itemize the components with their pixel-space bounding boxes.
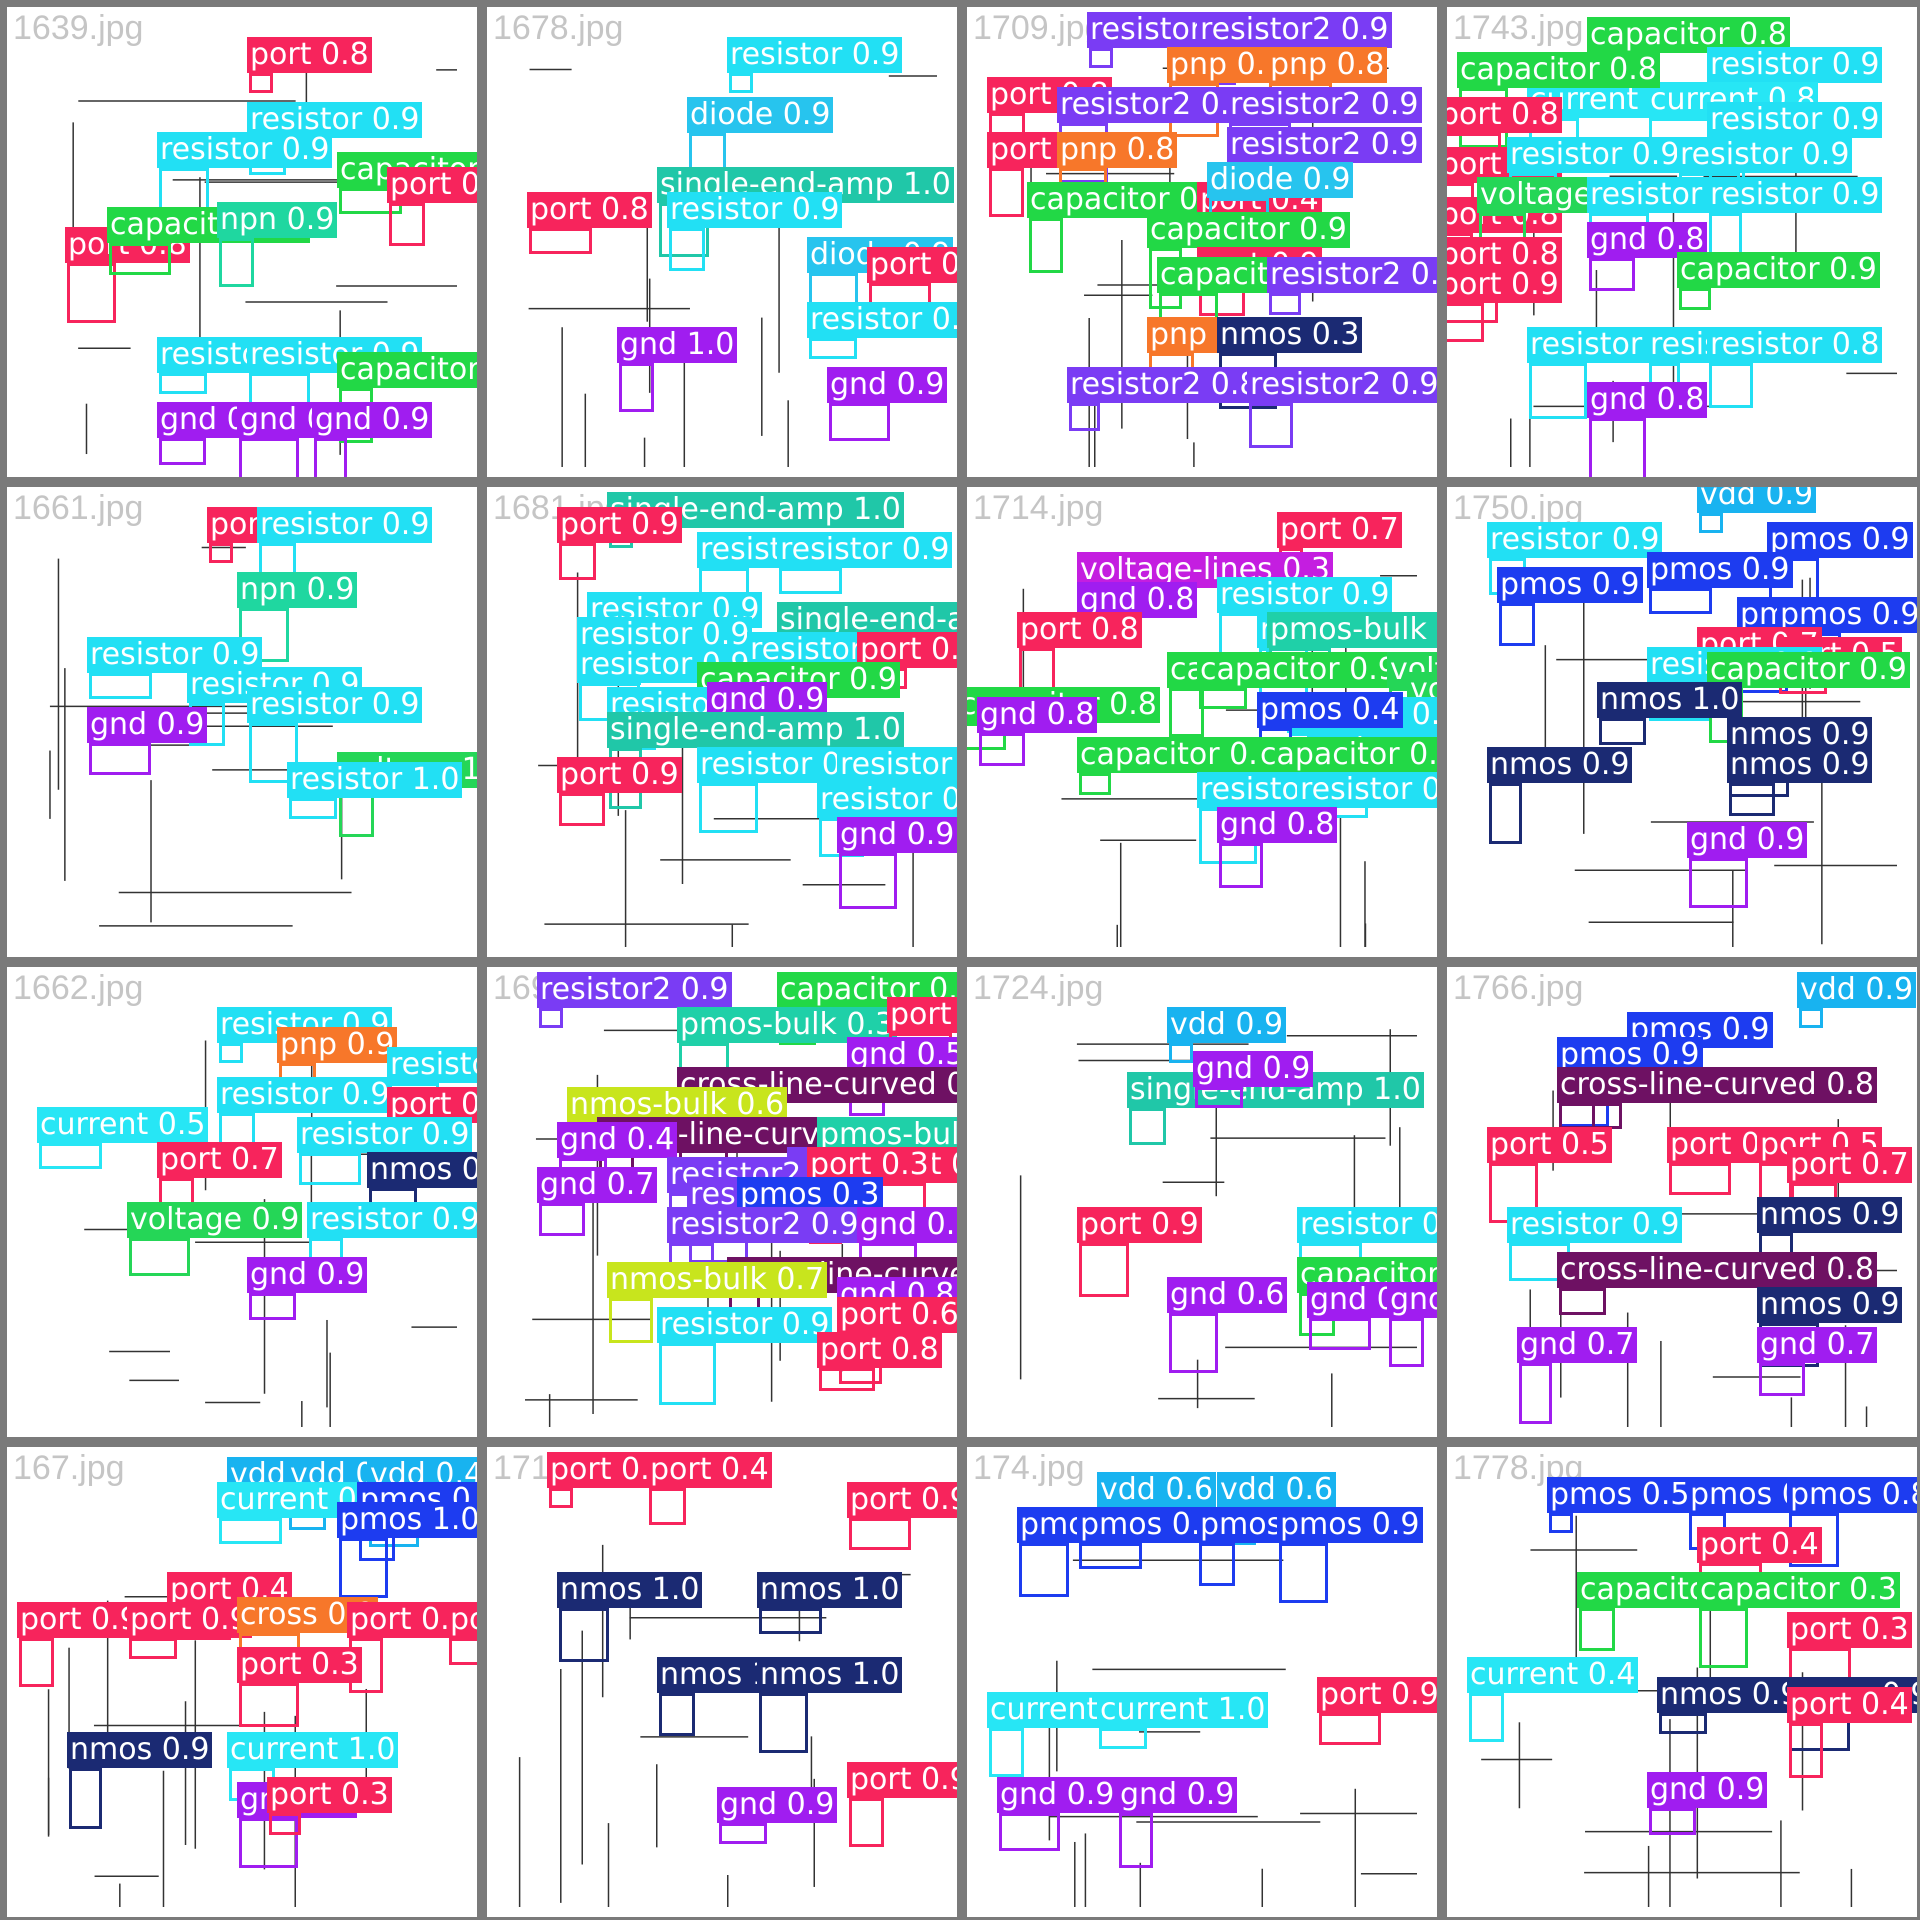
image-filename: 1709.jpg: [973, 9, 1104, 47]
detection-tile: 1724.jpg vdd 0.9 single-end-amp 1.0 port 0.…: [967, 967, 1437, 1437]
image-filename: 1743.jpg: [1453, 9, 1584, 47]
image-filename: 167.jpg: [13, 1449, 125, 1487]
image-filename: 1750.jpg: [1453, 489, 1584, 527]
detection-tile: 1661.jpg port 0.3 resistor 0.9 npn 0.9 resis…: [7, 487, 477, 957]
image-filename: 171.jpg: [493, 1449, 605, 1487]
image-filename: 1661.jpg: [13, 489, 144, 527]
detection-tile: 167.jpg vdd 0.4 vdd 0.4 vdd 0.4 current 0.9 p…: [7, 1447, 477, 1917]
detection-tile: 1766.jpg vdd 0.9 pmos 0.9 pmos 0.9 cross-lin…: [1447, 967, 1917, 1437]
detection-tile: 1678.jpg resistor 0.9 diode 0.9 single-end-…: [487, 7, 957, 477]
detection-tile: 1681.jpg single-end-amp 1.0 port 0.9 resist…: [487, 487, 957, 957]
image-filename: 1724.jpg: [973, 969, 1104, 1007]
schematic-drawing: [49, 546, 457, 927]
detection-tile: 1778.jpg pmos 0.5 pmos 0.7 pmos 0.8 port 0.4…: [1447, 1447, 1917, 1917]
detection-tile: 171.jpg port 0.3 port 0.4 nmos 1.0 nmos 1.0 n…: [487, 1447, 957, 1917]
image-filename: 1766.jpg: [1453, 969, 1584, 1007]
detection-tile: 1714.jpg port 0.7 voltage-lines 0.3 resisto…: [967, 487, 1437, 957]
image-filename: 174.jpg: [973, 1449, 1085, 1487]
image-filename: 1778.jpg: [1453, 1449, 1584, 1487]
schematic-drawing: [1048, 1559, 1417, 1907]
schematic-drawing: [518, 1544, 911, 1907]
schematic-drawing: [72, 69, 457, 455]
schematic-drawing: [1510, 67, 1897, 467]
schematic-drawing: [1529, 1063, 1897, 1427]
schematic-drawing: [84, 1040, 457, 1427]
detection-tile: 1709.jpg resistor2 0.9 resistor2 0.9 pnp 0.…: [967, 7, 1437, 477]
detection-tile: 1639.jpg port 0.8 resistor 0.9 resistor 0.9…: [7, 7, 477, 477]
schematic-drawing: [538, 572, 937, 947]
detection-tile: 174.jpg vdd 0.6 vdd 0.6 pmos 0.9 pmos 0.9 pmo…: [967, 1447, 1437, 1917]
schematic-drawing: [525, 1029, 937, 1427]
image-filename: 1678.jpg: [493, 9, 624, 47]
image-filename: 1697.jpg: [493, 969, 624, 1007]
image-filename: 1639.jpg: [13, 9, 144, 47]
image-filename: 1681.jpg: [493, 489, 624, 527]
schematic-drawing: [528, 68, 937, 467]
schematic-drawing: [1030, 67, 1389, 467]
schematic-drawing: [1481, 1515, 1853, 1907]
image-filename: 1714.jpg: [973, 489, 1104, 527]
schematic-drawing: [1544, 577, 1897, 947]
schematic-drawing: [47, 1596, 368, 1907]
detection-tile: 1743.jpg capacitor 0.8 resistor 0.9 current…: [1447, 7, 1917, 477]
schematic-drawing: [1022, 568, 1417, 947]
schematic-drawing: [1019, 1029, 1417, 1427]
image-filename: 1662.jpg: [13, 969, 144, 1007]
detection-tile: 1750.jpg vdd 0.9 resistor 0.9 pmos 0.9 pmos …: [1447, 487, 1917, 957]
